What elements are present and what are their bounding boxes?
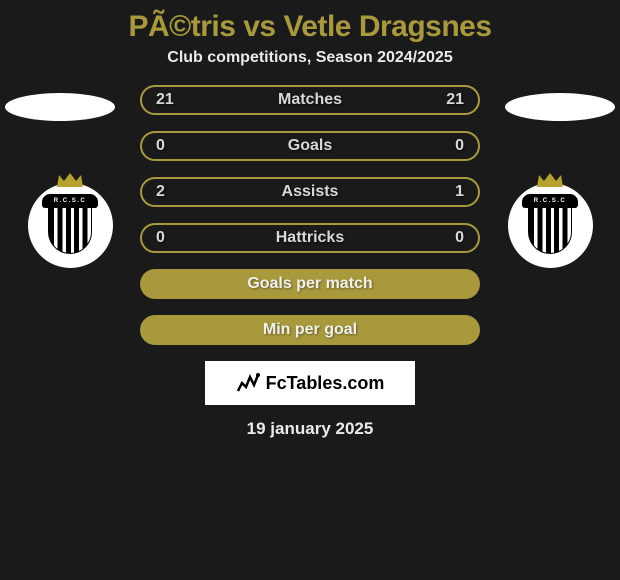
player-right-badge: R.C.S.C	[500, 183, 600, 268]
brand-logo-icon	[236, 371, 260, 395]
stat-row-goals-per-match: Goals per match	[140, 269, 480, 299]
subtitle: Club competitions, Season 2024/2025	[0, 49, 620, 85]
stats-container: 21 Matches 21 0 Goals 0 2 Assists 1 0 Ha…	[140, 85, 480, 345]
brand-box[interactable]: FcTables.com	[205, 361, 415, 405]
stat-value-right: 0	[455, 137, 464, 155]
stat-row-matches: 21 Matches 21	[140, 85, 480, 115]
stat-row-hattricks: 0 Hattricks 0	[140, 223, 480, 253]
brand-text: FcTables.com	[266, 373, 385, 394]
date-text: 19 january 2025	[0, 419, 620, 439]
stat-value-left: 21	[156, 91, 174, 109]
stat-label: Goals per match	[247, 275, 372, 293]
stat-row-assists: 2 Assists 1	[140, 177, 480, 207]
player-left-flag	[5, 93, 115, 121]
stat-value-left: 0	[156, 137, 165, 155]
club-crest-right: R.C.S.C	[508, 183, 593, 268]
stat-label: Goals	[288, 137, 332, 155]
page-title: PÃ©tris vs Vetle Dragsnes	[0, 0, 620, 49]
crest-banner-left: R.C.S.C	[42, 194, 98, 208]
player-left-badge: R.C.S.C	[20, 183, 120, 268]
stat-label: Min per goal	[263, 321, 357, 339]
stat-value-right: 1	[455, 183, 464, 201]
crown-icon	[55, 171, 85, 187]
crown-icon	[535, 171, 565, 187]
club-crest-left: R.C.S.C	[28, 183, 113, 268]
stat-value-left: 2	[156, 183, 165, 201]
crest-shield-right	[528, 208, 572, 254]
player-right-flag	[505, 93, 615, 121]
stat-value-right: 0	[455, 229, 464, 247]
stat-value-left: 0	[156, 229, 165, 247]
stat-label: Hattricks	[276, 229, 344, 247]
stat-row-goals: 0 Goals 0	[140, 131, 480, 161]
crest-banner-right: R.C.S.C	[522, 194, 578, 208]
stat-label: Matches	[278, 91, 342, 109]
stat-row-min-per-goal: Min per goal	[140, 315, 480, 345]
stat-value-right: 21	[446, 91, 464, 109]
crest-shield-left	[48, 208, 92, 254]
stat-label: Assists	[282, 183, 339, 201]
